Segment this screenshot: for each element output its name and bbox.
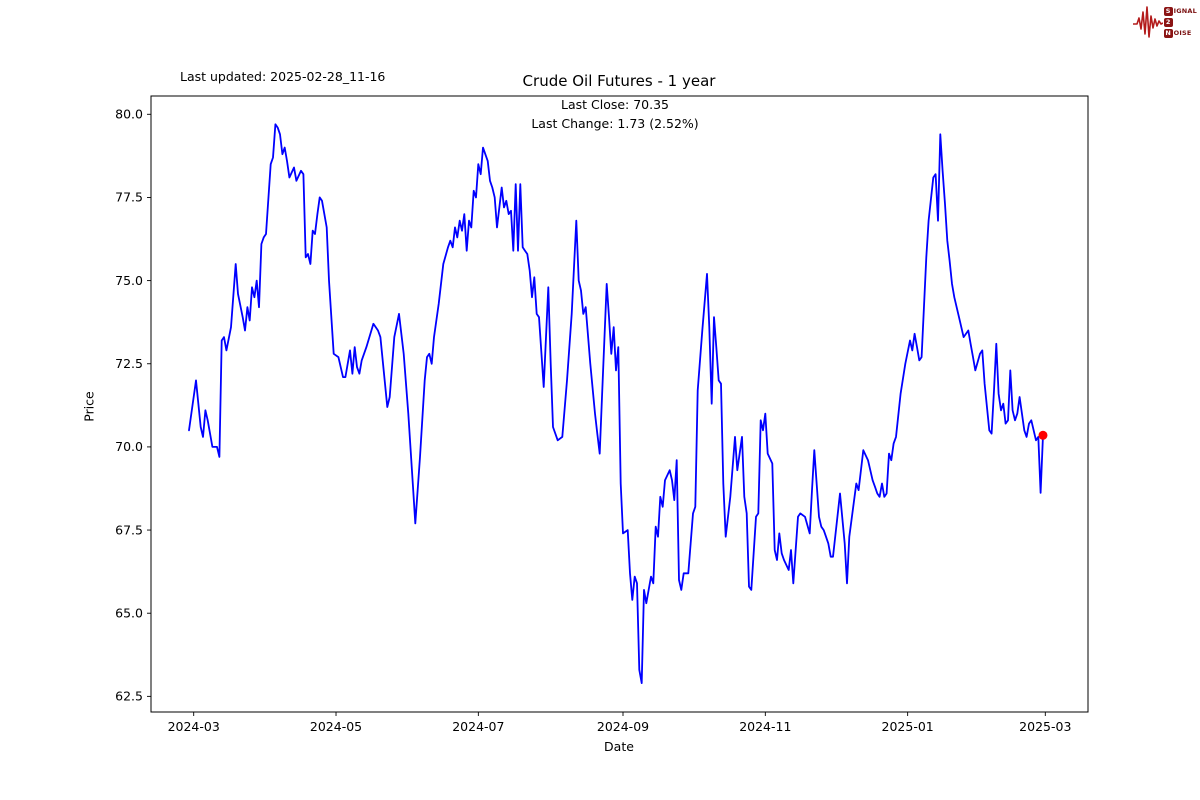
chart-title: Crude Oil Futures - 1 year bbox=[522, 72, 716, 90]
x-tick-label: 2025-03 bbox=[1019, 719, 1071, 734]
price-line bbox=[188, 123, 1044, 684]
y-tick-label: 70.0 bbox=[115, 439, 143, 454]
y-tick-label: 80.0 bbox=[115, 107, 143, 122]
signal-2-noise-logo: S IGNAL 2 N OISE bbox=[1132, 4, 1197, 40]
logo-letter-n: N bbox=[1163, 28, 1173, 38]
y-tick-label: 65.0 bbox=[115, 606, 143, 621]
logo-text: S IGNAL 2 N OISE bbox=[1163, 6, 1197, 38]
plot-frame bbox=[150, 95, 1089, 713]
logo-word-oise: OISE bbox=[1173, 29, 1192, 37]
y-tick-label: 75.0 bbox=[115, 273, 143, 288]
y-tick-label: 67.5 bbox=[115, 522, 143, 537]
x-tick-label: 2024-07 bbox=[452, 719, 504, 734]
x-tick-label: 2024-11 bbox=[739, 719, 791, 734]
last-updated-text: Last updated: 2025-02-28_11-16 bbox=[180, 69, 386, 84]
chart-annotation: Last Close: 70.35 Last Change: 1.73 (2.5… bbox=[531, 96, 698, 133]
x-tick-label: 2025-01 bbox=[882, 719, 934, 734]
x-tick-label: 2024-09 bbox=[597, 719, 649, 734]
logo-letter-2: 2 bbox=[1163, 17, 1173, 27]
logo-word-ignal: IGNAL bbox=[1173, 7, 1197, 15]
logo-row-noise: N OISE bbox=[1163, 28, 1197, 38]
logo-letter-s: S bbox=[1163, 6, 1173, 16]
x-tick-label: 2024-05 bbox=[310, 719, 362, 734]
waveform-icon bbox=[1132, 6, 1163, 38]
logo-row-signal: S IGNAL bbox=[1163, 6, 1197, 16]
y-tick-label: 72.5 bbox=[115, 356, 143, 371]
y-tick-label: 62.5 bbox=[115, 689, 143, 704]
y-axis-label: Price bbox=[81, 391, 97, 422]
logo-row-2: 2 bbox=[1163, 17, 1197, 27]
last-close-text: Last Close: 70.35 bbox=[560, 97, 670, 112]
last-close-marker bbox=[1038, 430, 1048, 440]
y-tick-label: 77.5 bbox=[115, 190, 143, 205]
last-change-text: Last Change: 1.73 (2.52%) bbox=[531, 115, 699, 131]
x-tick-label: 2024-03 bbox=[168, 719, 220, 734]
x-axis-label: Date bbox=[604, 739, 634, 754]
